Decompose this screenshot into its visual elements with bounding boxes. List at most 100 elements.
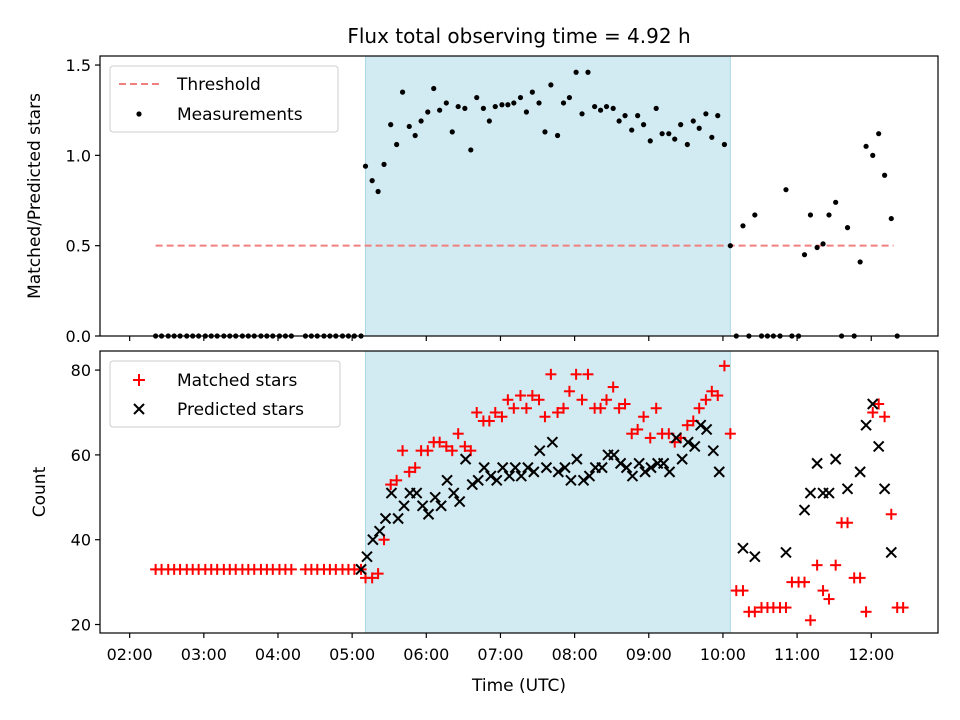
legend-predicted-label: Predicted stars bbox=[177, 400, 304, 420]
matched-point bbox=[403, 466, 415, 478]
matched-point bbox=[823, 593, 835, 605]
matched-point bbox=[811, 559, 823, 571]
predicted-point bbox=[633, 457, 645, 470]
predicted-point bbox=[639, 466, 651, 478]
matched-point bbox=[737, 585, 749, 597]
measurement-point bbox=[820, 241, 826, 247]
predicted-point bbox=[700, 423, 713, 436]
measurement-point bbox=[640, 122, 647, 128]
measurement-point bbox=[616, 118, 622, 124]
measurement-point bbox=[647, 138, 653, 144]
predicted-point bbox=[620, 461, 633, 474]
measurement-point bbox=[362, 163, 369, 169]
matched-point bbox=[632, 423, 644, 435]
measurement-point bbox=[548, 82, 554, 88]
legend-matched-label: Matched stars bbox=[177, 371, 297, 391]
measurement-point bbox=[566, 94, 573, 101]
predicted-point bbox=[546, 436, 559, 448]
predicted-point bbox=[737, 542, 749, 554]
predicted-point bbox=[528, 466, 540, 478]
measurement-point bbox=[672, 136, 678, 142]
measurement-point bbox=[721, 141, 728, 148]
predicted-point bbox=[459, 453, 472, 465]
predicted-point bbox=[689, 440, 701, 453]
predicted-point bbox=[596, 461, 608, 474]
matched-point bbox=[681, 419, 693, 431]
y-tick-label: 0.0 bbox=[66, 327, 91, 346]
predicted-point bbox=[811, 457, 823, 470]
matched-point bbox=[526, 390, 538, 402]
bottom-legend-box bbox=[109, 360, 341, 428]
measurement-point bbox=[857, 259, 863, 265]
predicted-point bbox=[466, 478, 478, 491]
measurement-point bbox=[666, 131, 672, 137]
measurement-point bbox=[703, 111, 709, 117]
y-tick-label: 1.5 bbox=[66, 56, 91, 75]
measurement-point bbox=[573, 69, 579, 75]
measurement-point bbox=[394, 141, 400, 148]
matched-point bbox=[724, 428, 736, 440]
legend-matched-swatch bbox=[133, 374, 145, 386]
predicted-point bbox=[829, 453, 842, 465]
predicted-point bbox=[798, 504, 811, 516]
measurement-point bbox=[579, 111, 585, 117]
matched-stars-series bbox=[150, 360, 909, 626]
matched-point bbox=[712, 390, 724, 402]
matched-point bbox=[372, 568, 384, 580]
measurement-point bbox=[406, 123, 412, 130]
predicted-point bbox=[392, 512, 404, 525]
matched-point bbox=[582, 368, 594, 380]
predicted-point bbox=[416, 500, 429, 512]
predicted-point bbox=[713, 466, 725, 478]
measurement-point bbox=[622, 113, 628, 119]
predicted-point bbox=[682, 436, 694, 448]
predicted-point bbox=[583, 470, 596, 482]
measurement-point bbox=[529, 89, 535, 95]
measurement-point bbox=[480, 105, 487, 111]
measurement-point bbox=[399, 89, 406, 95]
y-tick-label: 60 bbox=[71, 446, 91, 465]
measurement-point bbox=[888, 215, 894, 222]
matched-point bbox=[873, 398, 885, 410]
predicted-point bbox=[867, 398, 879, 410]
predicted-point bbox=[854, 466, 866, 478]
predicted-point bbox=[410, 487, 423, 499]
matched-point bbox=[885, 508, 897, 520]
matched-point bbox=[465, 445, 477, 457]
top-y-ticks: 0.0 0.5 1.0 1.5 bbox=[66, 56, 100, 346]
predicted-point bbox=[491, 474, 503, 487]
measurement-point bbox=[690, 118, 696, 124]
predicted-point bbox=[373, 525, 386, 537]
matched-point bbox=[700, 394, 712, 406]
matched-point bbox=[799, 576, 811, 588]
measurement-point bbox=[635, 113, 641, 119]
measurement-point bbox=[412, 132, 418, 139]
predicted-point bbox=[509, 461, 521, 474]
top-legend-box bbox=[109, 65, 339, 133]
matched-point bbox=[626, 428, 638, 440]
matched-point bbox=[285, 563, 297, 575]
measurement-point bbox=[863, 143, 869, 149]
matched-point bbox=[601, 394, 613, 406]
matched-point bbox=[539, 411, 551, 423]
measurement-point bbox=[468, 147, 474, 153]
top-y-axis-label: Matched/Predicted stars bbox=[25, 93, 45, 299]
top-x-ticks bbox=[129, 336, 872, 341]
matched-point bbox=[804, 614, 816, 626]
measurement-point bbox=[684, 141, 690, 148]
predicted-point bbox=[626, 470, 639, 482]
measurement-point bbox=[715, 113, 721, 119]
matched-point bbox=[638, 411, 650, 423]
predicted-point bbox=[515, 470, 527, 482]
measurement-point bbox=[740, 223, 746, 229]
matched-point bbox=[897, 602, 909, 614]
bottom-y-ticks: 20 40 60 80 bbox=[71, 361, 100, 635]
matched-point bbox=[854, 572, 866, 584]
matched-point bbox=[434, 436, 446, 448]
matched-point bbox=[576, 394, 588, 406]
matched-point bbox=[867, 406, 879, 418]
chart-title: Flux total observing time = 4.92 h bbox=[347, 24, 690, 48]
matched-point bbox=[459, 440, 471, 452]
predicted-point bbox=[670, 432, 682, 444]
predicted-point bbox=[441, 474, 453, 487]
